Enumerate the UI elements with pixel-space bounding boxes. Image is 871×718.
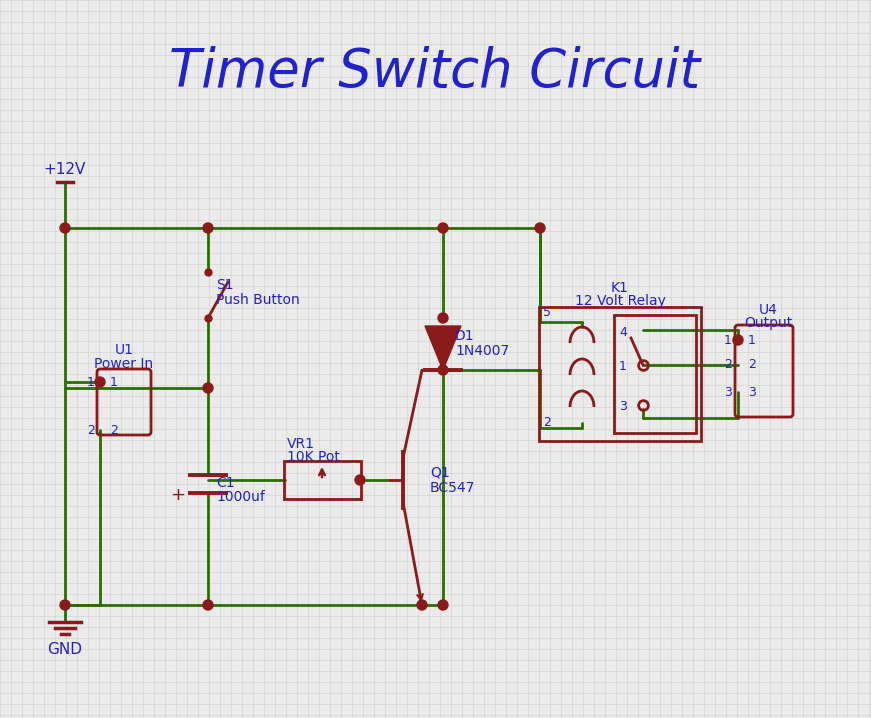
Text: +: + [170, 486, 185, 504]
Circle shape [733, 335, 743, 345]
Text: Power In: Power In [94, 357, 153, 371]
Circle shape [438, 223, 448, 233]
Text: S1: S1 [216, 278, 233, 292]
Text: 4: 4 [619, 325, 627, 338]
Circle shape [438, 600, 448, 610]
Text: 1: 1 [619, 360, 627, 373]
Text: 1: 1 [724, 333, 732, 347]
Text: BC547: BC547 [430, 481, 476, 495]
Text: 10K Pot: 10K Pot [287, 450, 340, 464]
Text: U1: U1 [114, 343, 133, 357]
Circle shape [438, 313, 448, 323]
Text: 1N4007: 1N4007 [455, 344, 510, 358]
Text: 3: 3 [748, 386, 756, 398]
Text: 1: 1 [748, 333, 756, 347]
Text: Q1: Q1 [430, 465, 449, 479]
Circle shape [60, 223, 70, 233]
Circle shape [355, 475, 365, 485]
Text: Push Button: Push Button [216, 293, 300, 307]
Text: 2: 2 [748, 358, 756, 371]
Text: 2: 2 [110, 424, 118, 437]
Circle shape [203, 383, 213, 393]
Text: 2: 2 [543, 416, 550, 429]
Text: 3: 3 [619, 401, 627, 414]
Text: 5: 5 [543, 307, 551, 320]
Text: GND: GND [48, 643, 83, 658]
Text: Output: Output [744, 316, 792, 330]
Circle shape [95, 377, 105, 387]
Text: 1000uf: 1000uf [216, 490, 265, 504]
Circle shape [535, 223, 545, 233]
Text: VR1: VR1 [287, 437, 315, 451]
Circle shape [203, 223, 213, 233]
Circle shape [203, 600, 213, 610]
Text: K1: K1 [611, 281, 629, 295]
Text: C1: C1 [216, 476, 234, 490]
Text: Timer Switch Circuit: Timer Switch Circuit [170, 46, 700, 98]
Circle shape [417, 600, 427, 610]
Text: 2: 2 [87, 424, 95, 437]
Text: 1: 1 [110, 376, 118, 388]
Circle shape [438, 365, 448, 375]
Text: 1: 1 [87, 376, 95, 388]
Text: 12 Volt Relay: 12 Volt Relay [575, 294, 665, 308]
Text: D1: D1 [455, 329, 475, 343]
Text: 3: 3 [724, 386, 732, 398]
Polygon shape [425, 326, 461, 370]
Circle shape [60, 600, 70, 610]
Text: U4: U4 [759, 303, 778, 317]
Text: 2: 2 [724, 358, 732, 371]
Text: +12V: +12V [43, 162, 85, 177]
